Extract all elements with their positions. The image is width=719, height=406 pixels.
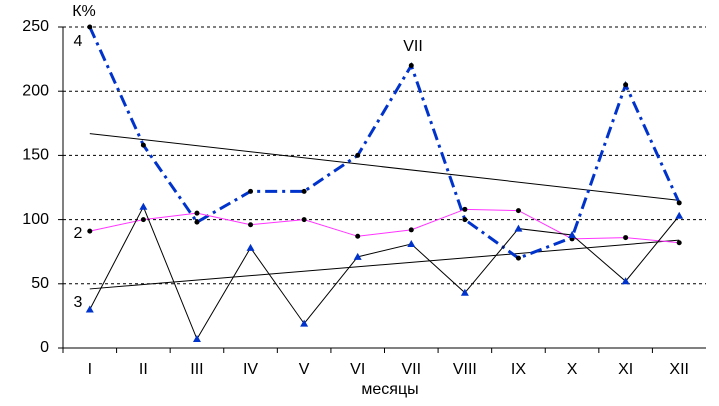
marker xyxy=(248,222,254,228)
y-tick-label: 50 xyxy=(31,275,49,292)
y-tick-label: 250 xyxy=(22,18,49,35)
marker xyxy=(353,252,362,260)
marker xyxy=(462,217,468,223)
y-tick-label: 150 xyxy=(22,147,49,164)
marker xyxy=(246,243,255,251)
marker xyxy=(407,239,416,247)
y-tick-label: 100 xyxy=(22,211,49,228)
marker xyxy=(139,202,148,210)
marker xyxy=(192,335,201,343)
x-tick-label: IV xyxy=(243,361,258,378)
x-tick-label: IX xyxy=(511,361,526,378)
annotation: 2 xyxy=(74,225,83,242)
y-tick-label: 200 xyxy=(22,82,49,99)
marker xyxy=(460,288,469,296)
x-tick-label: I xyxy=(88,361,92,378)
marker xyxy=(194,210,200,216)
x-tick-label: VI xyxy=(350,361,365,378)
x-tick-label: V xyxy=(299,361,310,378)
marker xyxy=(408,227,414,233)
marker xyxy=(87,24,93,30)
marker xyxy=(194,219,200,225)
marker xyxy=(248,188,254,194)
marker xyxy=(301,217,307,223)
marker xyxy=(355,233,361,239)
marker xyxy=(140,217,146,223)
y-axis-label: К% xyxy=(72,3,96,20)
series-line xyxy=(89,208,680,244)
trend-line xyxy=(89,133,680,201)
marker xyxy=(462,206,468,212)
annotation: 3 xyxy=(74,294,83,311)
marker xyxy=(85,305,94,313)
marker xyxy=(301,188,307,194)
marker xyxy=(300,319,309,327)
annotation: VII xyxy=(403,38,423,55)
x-tick-label: VIII xyxy=(453,361,477,378)
annotation: 4 xyxy=(74,33,83,50)
marker xyxy=(623,235,629,241)
series-line xyxy=(88,26,681,260)
marker xyxy=(87,228,93,234)
marker xyxy=(621,277,630,285)
marker xyxy=(623,82,629,88)
marker xyxy=(515,208,521,214)
x-tick-label: XII xyxy=(669,361,689,378)
marker xyxy=(355,152,361,158)
y-tick-label: 0 xyxy=(40,339,49,356)
x-axis-label: месяцы xyxy=(361,381,418,398)
marker xyxy=(675,211,684,219)
marker xyxy=(408,63,414,69)
x-tick-label: VII xyxy=(402,361,422,378)
marker xyxy=(514,224,523,232)
marker xyxy=(568,231,577,239)
x-tick-label: III xyxy=(190,361,203,378)
x-tick-label: II xyxy=(139,361,148,378)
x-tick-label: X xyxy=(567,361,578,378)
x-tick-label: XI xyxy=(618,361,633,378)
marker xyxy=(676,240,682,246)
marker xyxy=(676,200,682,206)
marker xyxy=(140,142,146,148)
marker xyxy=(515,255,521,261)
series-line xyxy=(89,205,680,341)
trend-line xyxy=(89,239,680,290)
